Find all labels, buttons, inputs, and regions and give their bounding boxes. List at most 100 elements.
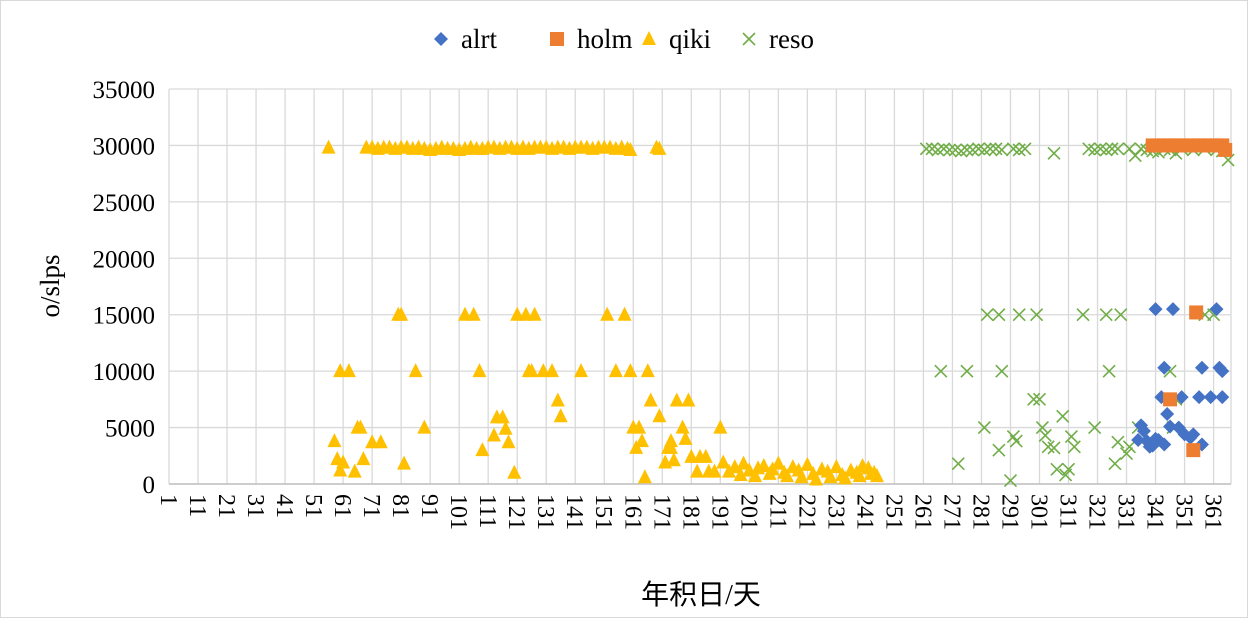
reso-point xyxy=(1102,364,1116,378)
qiki-point xyxy=(722,463,737,478)
qiki-point xyxy=(707,463,722,478)
qiki-point xyxy=(333,462,348,477)
x-tick-label: 191 xyxy=(706,494,732,530)
reso-point xyxy=(1056,409,1070,423)
x-tick-label: 81 xyxy=(387,494,413,518)
x-stroke xyxy=(948,143,962,157)
x-stroke xyxy=(1111,142,1125,156)
x-tick-label: 141 xyxy=(561,494,587,530)
qiki-point xyxy=(417,419,432,434)
y-tick-label: 30000 xyxy=(93,133,156,160)
legend-item-alrt: alrt xyxy=(434,24,497,54)
x-tick-label: 131 xyxy=(532,494,558,530)
reso-point xyxy=(1035,421,1049,435)
x-tick-label: 251 xyxy=(880,494,906,530)
x-stroke xyxy=(1061,462,1076,476)
reso-point xyxy=(919,142,933,156)
qiki-point xyxy=(341,363,356,378)
x-tick-label: 331 xyxy=(1113,494,1139,530)
reso-point xyxy=(983,142,997,156)
qiki-point xyxy=(809,471,824,486)
x-stroke xyxy=(937,142,951,156)
reso-point xyxy=(1050,462,1064,476)
qiki-point xyxy=(347,463,362,478)
alrt-point xyxy=(1203,390,1218,405)
qiki-point xyxy=(327,433,342,448)
qiki-point xyxy=(652,140,667,155)
x-stroke xyxy=(992,308,1006,322)
x-stroke xyxy=(942,143,957,157)
reso-point xyxy=(934,364,948,378)
legend-item-holm: holm xyxy=(550,24,633,54)
legend-item-qiki: qiki xyxy=(642,24,711,54)
reso-point xyxy=(992,443,1006,457)
qiki-point xyxy=(553,408,568,423)
qiki-point xyxy=(652,408,667,423)
qiki-point xyxy=(408,363,423,378)
y-tick-label: 35000 xyxy=(93,77,156,104)
qiki-point xyxy=(733,466,748,481)
qiki-point xyxy=(800,456,815,471)
reso-point xyxy=(1111,142,1125,156)
x-stroke xyxy=(1064,430,1078,444)
x-stroke xyxy=(989,142,1003,156)
qiki-point xyxy=(698,448,713,463)
alrt-point xyxy=(1165,302,1180,317)
reso-point xyxy=(1061,462,1076,476)
x-tick-label: 291 xyxy=(996,494,1022,530)
x-tick-label: 201 xyxy=(735,494,761,530)
x-stroke xyxy=(1163,364,1177,378)
x-tick-label: 221 xyxy=(793,494,819,530)
x-stroke xyxy=(995,143,1009,157)
x-stroke xyxy=(1009,434,1023,448)
qiki-point xyxy=(527,306,542,321)
legend-label: qiki xyxy=(669,24,711,54)
x-tick-label: 321 xyxy=(1084,494,1110,530)
qiki-point xyxy=(336,454,351,469)
reso-point xyxy=(995,364,1009,378)
x-stroke xyxy=(1076,308,1090,322)
x-stroke xyxy=(1082,142,1096,156)
alrt-point xyxy=(1215,364,1230,379)
alrt-point xyxy=(1148,302,1163,317)
legend-label: holm xyxy=(577,24,633,54)
qiki-point xyxy=(690,463,705,478)
x-tick-label: 11 xyxy=(184,494,210,517)
x-stroke xyxy=(1018,142,1032,156)
qiki-point xyxy=(574,363,589,378)
x-stroke xyxy=(960,364,974,378)
qiki-point xyxy=(623,363,638,378)
legend-marker-reso xyxy=(742,32,756,46)
x-stroke xyxy=(1050,462,1064,476)
reso-point xyxy=(1038,428,1052,443)
qiki-point xyxy=(466,306,481,321)
x-stroke xyxy=(1108,457,1122,471)
alrt-point xyxy=(1215,390,1230,405)
reso-point xyxy=(1064,430,1078,444)
qiki-point xyxy=(617,306,632,321)
qiki-point xyxy=(608,363,623,378)
reso-point xyxy=(951,457,965,471)
reso-point xyxy=(1030,308,1044,322)
holm-point xyxy=(1189,305,1204,320)
x-tick-label: 361 xyxy=(1200,494,1226,530)
qiki-point xyxy=(823,469,838,484)
qiki-point xyxy=(373,434,388,449)
x-stroke xyxy=(992,443,1006,457)
qiki-point xyxy=(498,420,513,435)
x-stroke xyxy=(1035,421,1049,435)
reso-point xyxy=(1111,435,1125,449)
holm-point xyxy=(1186,443,1201,458)
x-stroke xyxy=(1003,474,1018,488)
legend-item-reso: reso xyxy=(742,24,814,54)
reso-point xyxy=(995,143,1009,157)
y-tick-label: 5000 xyxy=(105,416,155,443)
alrt-point xyxy=(1209,302,1224,317)
qiki-point xyxy=(632,419,647,434)
x-stroke xyxy=(1114,308,1128,322)
x-stroke xyxy=(1012,308,1026,322)
qiki-point xyxy=(321,139,336,154)
x-stroke xyxy=(1134,142,1148,156)
qiki-point xyxy=(394,306,409,321)
